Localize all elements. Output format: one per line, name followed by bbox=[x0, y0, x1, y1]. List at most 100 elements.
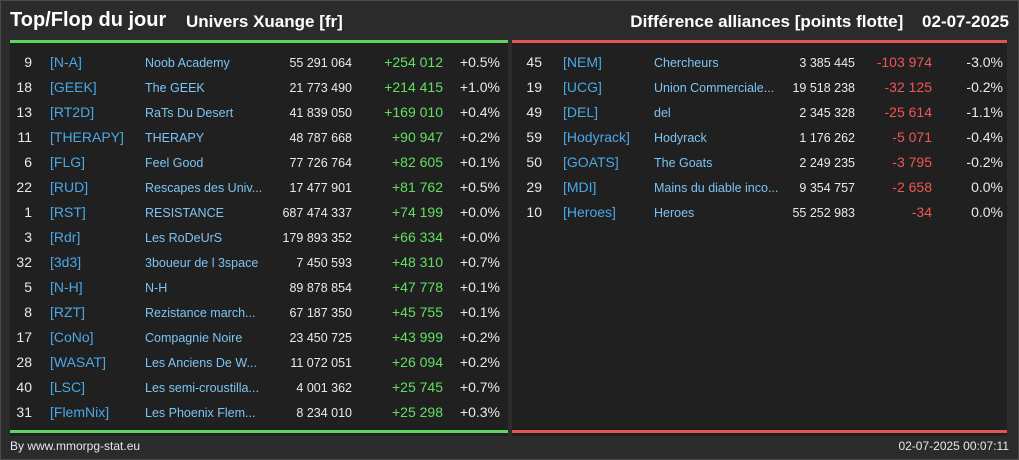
top-row: 22 [RUD] Rescapes des Univ... 17 477 901 +81… bbox=[10, 174, 508, 199]
diff-cell: +26 094 bbox=[392, 354, 443, 370]
alliance-tag-link[interactable]: [3d3] bbox=[50, 254, 82, 270]
alliance-tag-link[interactable]: [FlemNix] bbox=[50, 404, 110, 420]
points-cell: 55 291 064 bbox=[289, 56, 352, 70]
alliance-name-link[interactable]: 3boueur de l 3space bbox=[145, 256, 259, 270]
alliance-name-link[interactable]: del bbox=[654, 106, 671, 120]
alliance-tag-link[interactable]: [RZT] bbox=[50, 304, 85, 320]
rank-cell: 9 bbox=[24, 54, 32, 70]
diff-cell: +169 010 bbox=[384, 104, 443, 120]
alliance-tag-link[interactable]: [THERAPY] bbox=[50, 129, 124, 145]
alliance-name-link[interactable]: The Goats bbox=[654, 156, 713, 170]
rank-cell: 17 bbox=[16, 329, 32, 345]
top-row: 31 [FlemNix] Les Phoenix Flem... 8 234 010 +… bbox=[10, 399, 508, 424]
alliance-name-link[interactable]: Hodyrack bbox=[654, 131, 707, 145]
percent-cell: 0.0% bbox=[971, 204, 1003, 220]
diff-cell: +45 755 bbox=[392, 304, 443, 320]
rank-cell: 40 bbox=[16, 379, 32, 395]
diff-cell: -32 125 bbox=[884, 79, 932, 95]
percent-cell: -3.0% bbox=[966, 54, 1003, 70]
diff-cell: -25 614 bbox=[884, 104, 932, 120]
alliance-name-link[interactable]: RESISTANCE bbox=[145, 206, 224, 220]
points-cell: 3 385 445 bbox=[799, 56, 855, 70]
alliance-name-link[interactable]: Noob Academy bbox=[145, 56, 230, 70]
top-row: 18 [GEEK] The GEEK 21 773 490 +214 415 +1.0% bbox=[10, 74, 508, 99]
alliance-name-link[interactable]: Les Anciens De W... bbox=[145, 356, 257, 370]
alliance-tag-link[interactable]: [RST] bbox=[50, 204, 86, 220]
diff-cell: +25 298 bbox=[392, 404, 443, 420]
alliance-name-link[interactable]: Les semi-croustilla... bbox=[145, 381, 259, 395]
alliance-tag-link[interactable]: [N-A] bbox=[50, 54, 82, 70]
alliance-tag-link[interactable]: [DEL] bbox=[563, 104, 599, 120]
diff-cell: +43 999 bbox=[392, 329, 443, 345]
diff-cell: -103 974 bbox=[876, 54, 932, 70]
diff-cell: +47 778 bbox=[392, 279, 443, 295]
alliance-name-link[interactable]: Rezistance march... bbox=[145, 306, 256, 320]
alliance-tag-link[interactable]: [LSC] bbox=[50, 379, 86, 395]
footer-credit[interactable]: By www.mmorpg-stat.eu bbox=[10, 439, 141, 453]
alliance-name-link[interactable]: Heroes bbox=[654, 206, 695, 220]
alliance-tag-link[interactable]: [WASAT] bbox=[50, 354, 106, 370]
rank-cell: 59 bbox=[526, 129, 542, 145]
alliance-name-link[interactable]: Union Commerciale... bbox=[654, 81, 775, 95]
top-row: 32 [3d3] 3boueur de l 3space 7 450 593 +48 3… bbox=[10, 249, 508, 274]
rank-cell: 5 bbox=[24, 279, 32, 295]
footer-timestamp: 02-07-2025 00:07:11 bbox=[898, 439, 1009, 453]
alliance-name-link[interactable]: Compagnie Noire bbox=[145, 331, 243, 345]
flop-panel: 45 [NEM] Chercheurs 3 385 445 -103 974 -3.0% 1… bbox=[512, 40, 1007, 436]
alliance-tag-link[interactable]: [NEM] bbox=[563, 54, 602, 70]
alliance-tag-link[interactable]: [RT2D] bbox=[50, 104, 95, 120]
percent-cell: +0.1% bbox=[459, 304, 500, 320]
alliance-tag-link[interactable]: [N-H] bbox=[50, 279, 83, 295]
points-cell: 89 878 854 bbox=[289, 281, 352, 295]
percent-cell: 0.0% bbox=[971, 179, 1003, 195]
rank-cell: 1 bbox=[24, 204, 32, 220]
diff-cell: +254 012 bbox=[384, 54, 443, 70]
percent-cell: -0.2% bbox=[966, 79, 1003, 95]
alliance-tag-link[interactable]: [Rdr] bbox=[50, 229, 81, 245]
points-cell: 17 477 901 bbox=[289, 181, 352, 195]
alliance-tag-link[interactable]: [UCG] bbox=[563, 79, 602, 95]
alliance-tag-link[interactable]: [RUD] bbox=[50, 179, 89, 195]
percent-cell: +0.0% bbox=[459, 204, 500, 220]
alliance-name-link[interactable]: Les Phoenix Flem... bbox=[145, 406, 256, 420]
percent-cell: -0.4% bbox=[966, 129, 1003, 145]
header: Top/Flop du jour Univers Xuange [fr] Dif… bbox=[0, 0, 1019, 40]
alliance-name-link[interactable]: The GEEK bbox=[145, 81, 205, 95]
alliance-tag-link[interactable]: [Hodyrack] bbox=[563, 129, 630, 145]
percent-cell: +0.1% bbox=[459, 279, 500, 295]
rank-cell: 29 bbox=[526, 179, 542, 195]
alliance-tag-link[interactable]: [Heroes] bbox=[563, 204, 616, 220]
diff-cell: -2 658 bbox=[892, 179, 932, 195]
flop-row: 19 [UCG] Union Commerciale... 19 518 238 -32… bbox=[512, 74, 1007, 99]
alliance-tag-link[interactable]: [MDI] bbox=[563, 179, 597, 195]
percent-cell: +0.0% bbox=[459, 229, 500, 245]
top-row: 13 [RT2D] RaTs Du Desert 41 839 050 +169 010… bbox=[10, 99, 508, 124]
alliance-name-link[interactable]: RaTs Du Desert bbox=[145, 106, 234, 120]
points-cell: 11 072 051 bbox=[290, 356, 352, 370]
diff-cell: -3 795 bbox=[892, 154, 932, 170]
alliance-name-link[interactable]: Mains du diable inco... bbox=[654, 181, 778, 195]
percent-cell: +0.2% bbox=[459, 354, 500, 370]
alliance-tag-link[interactable]: [FLG] bbox=[50, 154, 86, 170]
alliance-tag-link[interactable]: [GEEK] bbox=[50, 79, 97, 95]
top-row: 9 [N-A] Noob Academy 55 291 064 +254 012 +0.5… bbox=[10, 49, 508, 74]
percent-cell: +1.0% bbox=[459, 79, 500, 95]
alliance-name-link[interactable]: Feel Good bbox=[145, 156, 204, 170]
alliance-name-link[interactable]: Chercheurs bbox=[654, 56, 719, 70]
alliance-name-link[interactable]: Les RoDeUrS bbox=[145, 231, 223, 245]
diff-cell: +214 415 bbox=[384, 79, 443, 95]
alliance-name-link[interactable]: THERAPY bbox=[145, 131, 205, 145]
top-row: 40 [LSC] Les semi-croustilla... 4 001 362 +2… bbox=[10, 374, 508, 399]
points-cell: 2 345 328 bbox=[799, 106, 855, 120]
alliance-name-link[interactable]: N-H bbox=[145, 281, 168, 295]
alliance-name-link[interactable]: Rescapes des Univ... bbox=[145, 181, 263, 195]
points-cell: 55 252 983 bbox=[792, 206, 855, 220]
alliance-tag-link[interactable]: [CoNo] bbox=[50, 329, 94, 345]
rank-cell: 8 bbox=[24, 304, 32, 320]
header-date: 02-07-2025 bbox=[922, 12, 1009, 31]
points-cell: 19 518 238 bbox=[792, 81, 855, 95]
top-row: 8 [RZT] Rezistance march... 67 187 350 +45 7… bbox=[10, 299, 508, 324]
alliance-tag-link[interactable]: [GOATS] bbox=[563, 154, 619, 170]
flop-row: 29 [MDI] Mains du diable inco... 9 354 757 -… bbox=[512, 174, 1007, 199]
points-cell: 9 354 757 bbox=[799, 181, 855, 195]
